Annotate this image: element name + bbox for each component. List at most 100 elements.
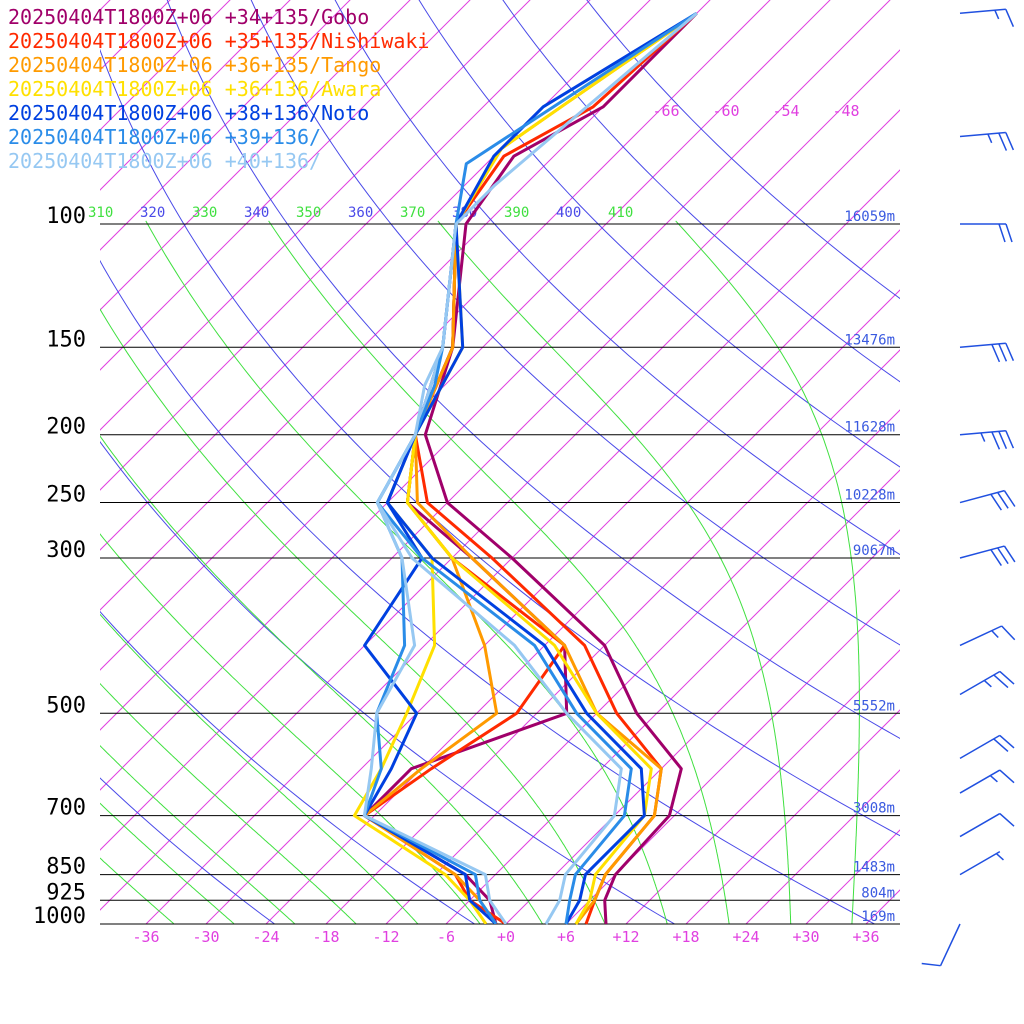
moist-adiabat-line: [675, 220, 860, 924]
theta-label: 410: [608, 205, 633, 221]
pressure-label: 700: [46, 796, 86, 821]
wind-barb: [959, 8, 1015, 27]
dry-adiabat-line: [586, 0, 900, 300]
pressure-label: 850: [46, 855, 86, 880]
temperature-line: [385, 12, 698, 925]
isotherm-line: [505, 529, 900, 924]
barb-flag: [993, 674, 1009, 689]
x-tick-label: -18: [312, 928, 339, 946]
dry-adiabat-line: [100, 440, 676, 924]
height-labels: 16059m 13476m 11628m 10228m 9067m 5552m 3008m 1…: [844, 209, 895, 925]
moist-adiabat-line: [100, 435, 544, 924]
barb-flag: [1005, 132, 1015, 151]
moist-adiabat-line: [100, 308, 606, 924]
temperature-line: [405, 12, 698, 925]
isotherm-line: [100, 0, 531, 431]
dry-adiabat-grid: [100, 0, 900, 924]
barb-staff: [939, 923, 961, 967]
dry-adiabat-line: [502, 0, 900, 383]
x-tick-label: +30: [792, 928, 819, 946]
legend-entry: 20250404T1800Z+06 +34+135/Gobo: [8, 5, 369, 29]
theta-label: 350: [296, 205, 321, 221]
barb-staff: [959, 670, 1001, 696]
legend: 20250404T1800Z+06 +34+135/Gobo 20250404T1…: [8, 5, 429, 173]
wind-barb: [959, 131, 1015, 151]
barb-flag: [921, 962, 941, 967]
x-tick-label: -12: [372, 928, 399, 946]
wind-barbs: [921, 8, 1016, 967]
barb-staff: [959, 489, 1005, 504]
moist-adiabat-line: [100, 682, 357, 924]
pressure-label: 250: [46, 483, 86, 508]
temperature-line: [413, 12, 698, 925]
isotherm-line: [100, 0, 411, 311]
wind-barb: [959, 734, 1015, 760]
x-tick-label: +12: [612, 928, 639, 946]
isotherm-line: [805, 829, 900, 924]
wind-barb: [959, 489, 1016, 511]
upper-temperature-labels: -66 -60 -54 -48: [652, 102, 859, 120]
dewpoint-line: [362, 223, 569, 924]
pressure-label: 925: [46, 880, 86, 905]
barb-flag: [999, 734, 1015, 749]
barb-flag: [993, 738, 1009, 753]
height-label: 11628m: [844, 420, 895, 436]
barb-staff: [959, 769, 1001, 794]
temperature-line: [375, 12, 698, 925]
isotherm-line: [865, 889, 900, 924]
barb-flag: [997, 492, 1009, 509]
isotherm-line: [100, 0, 351, 251]
barb-staff: [959, 8, 1006, 15]
barb-half-flag: [995, 853, 1004, 861]
dry-adiabat-line: [100, 48, 900, 837]
isotherm-line: [100, 0, 471, 371]
x-tick-label: -6: [437, 928, 455, 946]
theta-label: 310: [88, 205, 113, 221]
isotherm-line: [100, 0, 291, 191]
barb-flag: [991, 431, 1001, 450]
barb-staff: [959, 625, 1003, 647]
isotherm-line: [926, 0, 1024, 924]
legend-entry: 20250404T1800Z+06 +40+136/: [8, 149, 321, 173]
legend-entry: 20250404T1800Z+06 +36+136/Awara: [8, 77, 381, 101]
isotherm-line: [625, 649, 900, 924]
isotherm-line: [325, 349, 900, 924]
isotherm-line: [565, 589, 900, 924]
barb-staff: [959, 429, 1006, 436]
x-tick-label: -24: [252, 928, 279, 946]
x-tick-label: -36: [132, 928, 159, 946]
height-label: 16059m: [844, 209, 895, 225]
upper-temp-label: -66: [652, 102, 679, 120]
upper-temp-label: -60: [712, 102, 739, 120]
theta-label: 330: [192, 205, 217, 221]
dry-adiabat-line: [250, 0, 900, 646]
barb-flag: [998, 132, 1008, 151]
dry-adiabat-line: [166, 0, 900, 740]
dry-adiabat-line: [418, 0, 900, 468]
barb-half-flag: [991, 630, 999, 639]
height-label: 13476m: [844, 332, 895, 348]
barb-half-flag: [989, 774, 998, 783]
moist-adiabat-line: [100, 744, 296, 924]
moist-adiabat-line: [100, 857, 175, 924]
theta-label: 370: [400, 205, 425, 221]
barb-flag: [999, 812, 1015, 827]
barb-staff: [959, 545, 1005, 559]
x-tick-label: -30: [192, 928, 219, 946]
height-label: 5552m: [853, 698, 895, 714]
barb-flag: [998, 343, 1008, 362]
legend-entry: 20250404T1800Z+06 +36+135/Tango: [8, 53, 381, 77]
isotherm-line: [986, 0, 1024, 924]
dry-adiabat-line: [100, 259, 876, 924]
wind-barb: [959, 545, 1016, 566]
barb-flag: [1003, 490, 1016, 507]
moist-adiabat-line: [437, 220, 792, 924]
pressure-label: 500: [46, 693, 86, 718]
barb-staff: [959, 812, 1001, 838]
theta-label: 320: [140, 205, 165, 221]
moist-adiabat-line: [100, 802, 236, 924]
barb-flag: [1005, 342, 1015, 361]
theta-label: 390: [504, 205, 529, 221]
